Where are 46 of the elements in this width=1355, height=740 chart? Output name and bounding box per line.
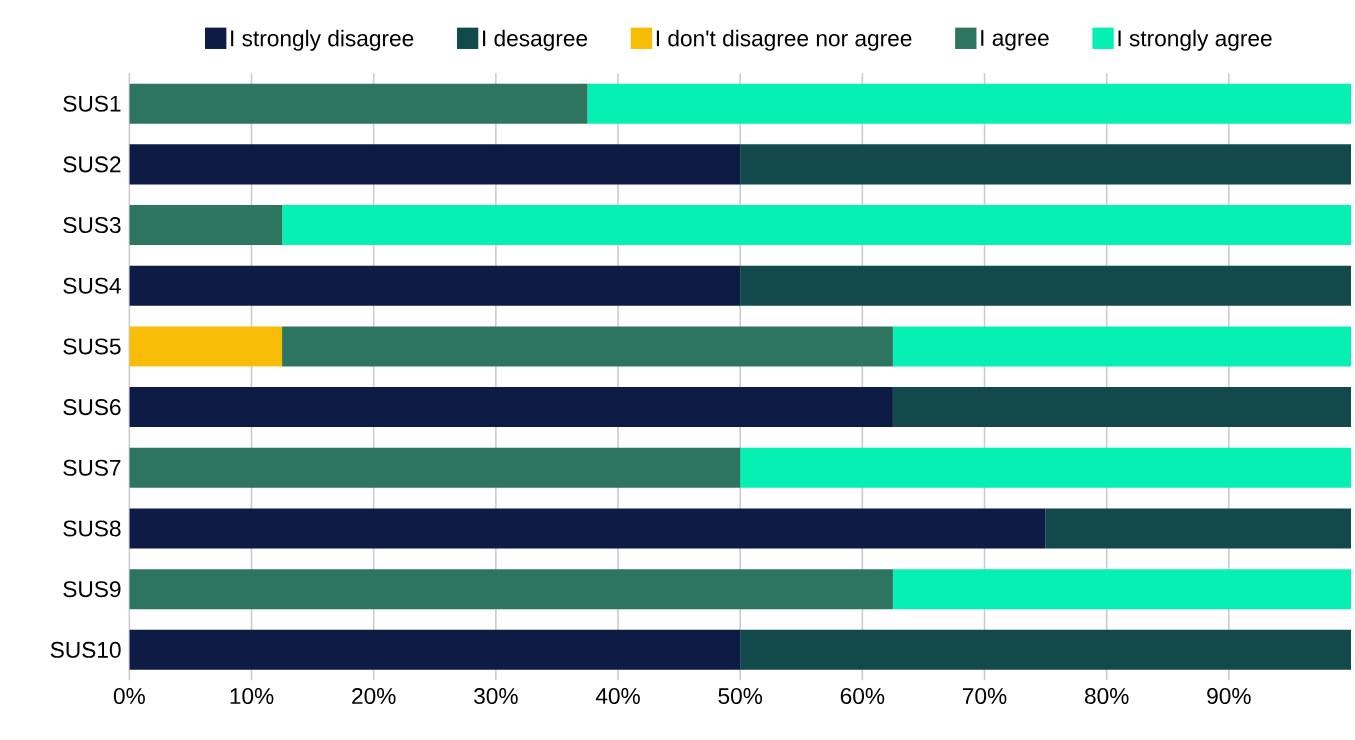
bar	[129, 447, 741, 488]
bar	[129, 204, 283, 245]
legend-label: I strongly agree	[1118, 29, 1272, 51]
y-tick-label: SUS5	[63, 338, 121, 355]
bar	[129, 387, 893, 428]
bar	[129, 144, 741, 185]
bar	[892, 387, 1352, 428]
x-tick-label: 40%	[595, 687, 640, 704]
bar	[129, 569, 893, 610]
bar	[740, 629, 1352, 670]
legend-label: I agree	[981, 30, 1049, 51]
legend-label: I desagree	[483, 29, 588, 51]
bar	[587, 83, 1352, 124]
x-tick-label: 20%	[352, 687, 396, 704]
bar	[892, 326, 1352, 367]
y-tick-label: SUS9	[63, 581, 121, 598]
x-tick-label: 10%	[230, 687, 274, 704]
bar	[129, 326, 283, 367]
x-tick-label: 50%	[718, 687, 763, 704]
bar	[129, 508, 1046, 549]
bar	[129, 629, 741, 670]
x-tick-label: 60%	[840, 687, 885, 704]
y-tick-label: SUS8	[63, 520, 121, 537]
x-tick-label: 0%	[113, 687, 145, 704]
y-tick-label: SUS3	[63, 216, 121, 233]
x-tick-label: 80%	[1084, 687, 1129, 704]
x-tick-label: 90%	[1207, 687, 1251, 704]
y-tick-label: SUS7	[63, 459, 121, 476]
bar	[1045, 508, 1352, 549]
bar	[282, 204, 1352, 245]
bar	[129, 265, 741, 306]
legend-label: I strongly disagree	[231, 29, 414, 51]
y-tick-label: SUS2	[63, 156, 121, 173]
bar	[740, 447, 1352, 488]
bar	[282, 326, 893, 367]
y-tick-label: SUS10	[50, 641, 121, 658]
bar	[740, 265, 1352, 306]
bar	[129, 83, 588, 124]
legend-label: I don't disagree nor agree	[656, 29, 912, 51]
y-tick-label: SUS6	[63, 398, 121, 416]
x-tick-label: 30%	[474, 687, 518, 704]
x-tick-label: 70%	[963, 687, 1007, 704]
bar	[892, 569, 1352, 610]
y-tick-label: SUS1	[63, 95, 121, 112]
y-tick-label: SUS4	[63, 277, 121, 294]
bar	[740, 144, 1352, 185]
